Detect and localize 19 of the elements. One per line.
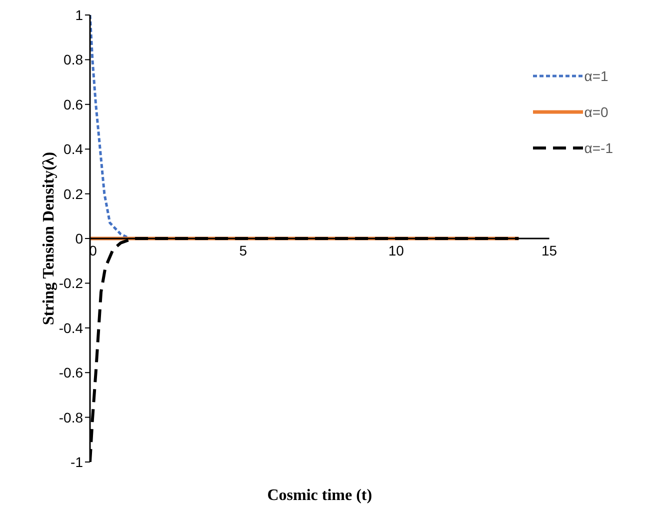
y-tick-label: -0.2	[58, 275, 84, 292]
y-tick-label: 0.6	[64, 96, 84, 112]
x-axis-title: Cosmic time (t)	[267, 487, 372, 504]
legend-label: α=0	[584, 104, 608, 120]
y-axis-title: String Tension Density(λ)	[40, 152, 58, 326]
y-tick-label: 0.8	[64, 52, 84, 68]
x-tick-label: 15	[541, 242, 558, 258]
y-tick-label: 1	[75, 6, 84, 23]
y-tick-label: 0	[75, 230, 84, 246]
x-tick-label: 10	[388, 242, 404, 258]
y-tick-label: -0.8	[58, 409, 84, 426]
y-tick-label: 0.4	[64, 141, 84, 158]
x-tick-label: 5	[239, 242, 248, 258]
y-tick-label: -1	[70, 454, 84, 470]
y-tick-label: 0.2	[64, 186, 84, 202]
legend-label: α=-1	[584, 140, 613, 156]
legend-label: α=1	[584, 68, 608, 84]
y-tick-label: -0.4	[58, 320, 84, 336]
y-tick-label: -0.6	[58, 364, 84, 381]
